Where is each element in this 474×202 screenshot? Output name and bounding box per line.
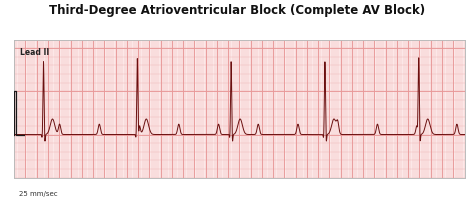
Text: 25 mm/sec: 25 mm/sec bbox=[19, 190, 57, 196]
Text: Lead II: Lead II bbox=[19, 47, 49, 56]
Text: Third-Degree Atrioventricular Block (Complete AV Block): Third-Degree Atrioventricular Block (Com… bbox=[49, 4, 425, 17]
